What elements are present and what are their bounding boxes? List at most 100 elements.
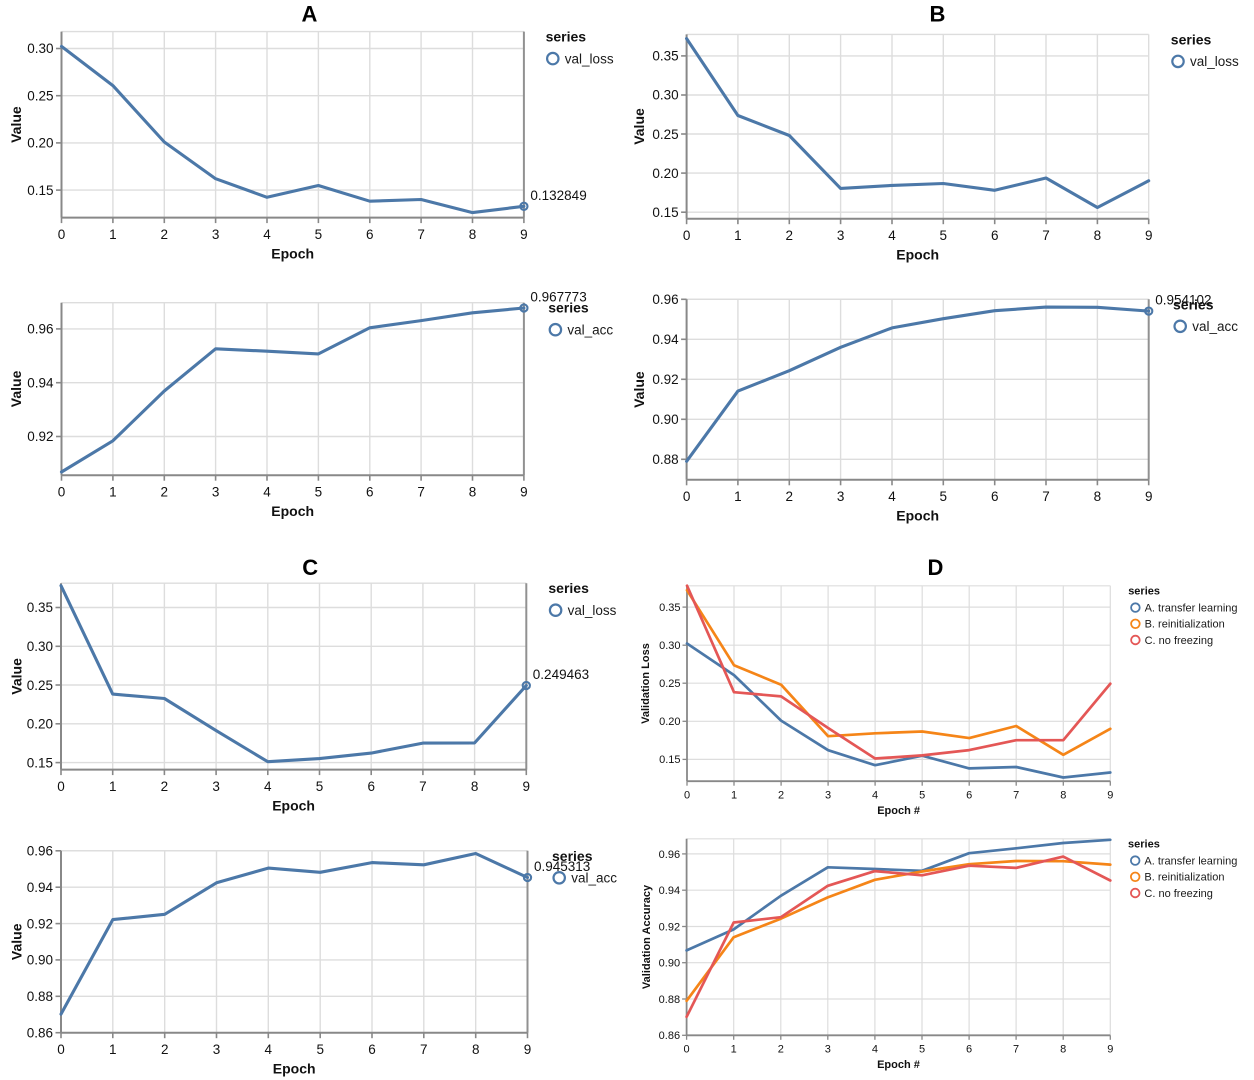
svg-text:0.15: 0.15 — [659, 754, 680, 766]
svg-text:9: 9 — [520, 227, 528, 242]
svg-text:1: 1 — [109, 1042, 117, 1057]
svg-text:6: 6 — [966, 790, 972, 802]
svg-text:1: 1 — [731, 790, 737, 802]
svg-text:val_loss: val_loss — [1190, 54, 1239, 69]
svg-text:0.249463: 0.249463 — [533, 667, 589, 682]
svg-text:4: 4 — [888, 489, 896, 504]
svg-text:D: D — [927, 555, 943, 580]
svg-text:6: 6 — [966, 1044, 972, 1056]
svg-text:0.25: 0.25 — [659, 678, 680, 690]
svg-text:1: 1 — [734, 228, 742, 243]
svg-text:3: 3 — [212, 779, 220, 794]
svg-text:0.30: 0.30 — [27, 41, 53, 56]
svg-text:3: 3 — [825, 790, 831, 802]
svg-text:0: 0 — [684, 790, 690, 802]
svg-text:8: 8 — [469, 227, 477, 242]
svg-text:Epoch: Epoch — [271, 246, 314, 262]
svg-text:7: 7 — [417, 485, 425, 500]
svg-text:0.30: 0.30 — [652, 88, 678, 103]
svg-text:0.20: 0.20 — [27, 136, 53, 151]
svg-text:0.35: 0.35 — [652, 49, 678, 64]
svg-text:3: 3 — [212, 485, 220, 500]
svg-text:2: 2 — [161, 779, 169, 794]
svg-text:B. reinitialization: B. reinitialization — [1145, 619, 1225, 631]
svg-text:0.92: 0.92 — [659, 921, 680, 933]
svg-text:2: 2 — [161, 1042, 169, 1057]
svg-text:Value: Value — [631, 108, 647, 145]
svg-text:0.25: 0.25 — [652, 127, 678, 142]
svg-text:0: 0 — [58, 227, 66, 242]
svg-text:C: C — [302, 555, 318, 580]
svg-text:7: 7 — [417, 227, 425, 242]
svg-text:series: series — [548, 580, 589, 596]
svg-text:8: 8 — [471, 779, 479, 794]
svg-text:3: 3 — [212, 227, 220, 242]
svg-text:series: series — [1173, 296, 1214, 312]
svg-text:0.96: 0.96 — [652, 292, 678, 307]
svg-text:0: 0 — [57, 779, 65, 794]
svg-text:9: 9 — [520, 485, 528, 500]
svg-text:Epoch #: Epoch # — [877, 805, 920, 817]
svg-text:2: 2 — [786, 228, 794, 243]
svg-text:8: 8 — [472, 1042, 480, 1057]
svg-text:C. no freezing: C. no freezing — [1145, 635, 1213, 647]
svg-text:Value: Value — [9, 658, 25, 695]
svg-text:8: 8 — [1060, 1044, 1066, 1056]
svg-text:5: 5 — [940, 489, 948, 504]
svg-text:0.94: 0.94 — [659, 885, 680, 897]
svg-text:4: 4 — [263, 485, 271, 500]
svg-text:5: 5 — [315, 485, 323, 500]
svg-text:0.20: 0.20 — [652, 166, 678, 181]
svg-text:0.20: 0.20 — [659, 716, 680, 728]
svg-text:8: 8 — [469, 485, 477, 500]
svg-text:3: 3 — [837, 228, 845, 243]
svg-text:0: 0 — [57, 1042, 65, 1057]
svg-text:series: series — [548, 300, 589, 316]
svg-text:0.88: 0.88 — [27, 989, 53, 1004]
svg-text:3: 3 — [825, 1044, 831, 1056]
svg-text:Validation Loss: Validation Loss — [640, 643, 652, 724]
svg-text:8: 8 — [1060, 790, 1066, 802]
svg-text:0.88: 0.88 — [659, 994, 680, 1006]
svg-text:4: 4 — [265, 1042, 273, 1057]
svg-text:0.15: 0.15 — [27, 755, 53, 770]
svg-text:0.96: 0.96 — [659, 849, 680, 861]
svg-text:7: 7 — [420, 1042, 428, 1057]
svg-text:0.90: 0.90 — [27, 953, 53, 968]
svg-text:0.30: 0.30 — [27, 639, 53, 654]
svg-text:Epoch: Epoch — [272, 798, 315, 814]
svg-text:4: 4 — [263, 227, 271, 242]
svg-text:A. transfer learning: A. transfer learning — [1144, 855, 1237, 867]
svg-text:1: 1 — [731, 1044, 737, 1056]
svg-text:7: 7 — [1013, 1044, 1019, 1056]
svg-text:Value: Value — [631, 371, 647, 408]
svg-text:0.15: 0.15 — [27, 183, 53, 198]
svg-text:6: 6 — [991, 228, 999, 243]
svg-text:0.96: 0.96 — [27, 844, 53, 859]
svg-text:5: 5 — [919, 790, 925, 802]
svg-text:1: 1 — [734, 489, 742, 504]
svg-text:2: 2 — [778, 790, 784, 802]
svg-text:0.94: 0.94 — [652, 332, 679, 347]
svg-text:0.92: 0.92 — [27, 916, 53, 931]
svg-text:0: 0 — [683, 489, 691, 504]
svg-text:0.88: 0.88 — [652, 452, 678, 467]
svg-text:Value: Value — [8, 370, 24, 407]
svg-text:6: 6 — [367, 779, 375, 794]
svg-text:0.90: 0.90 — [659, 958, 680, 970]
svg-text:0.132849: 0.132849 — [530, 188, 586, 203]
svg-text:6: 6 — [366, 485, 374, 500]
svg-text:9: 9 — [1145, 489, 1153, 504]
svg-text:Epoch #: Epoch # — [877, 1059, 920, 1071]
svg-text:7: 7 — [419, 779, 427, 794]
svg-text:6: 6 — [366, 227, 374, 242]
svg-text:B: B — [929, 2, 945, 27]
svg-text:B. reinitialization: B. reinitialization — [1144, 872, 1224, 884]
svg-text:Epoch: Epoch — [271, 503, 314, 519]
svg-text:0.86: 0.86 — [659, 1030, 680, 1042]
svg-text:5: 5 — [316, 779, 324, 794]
svg-text:0.90: 0.90 — [652, 412, 678, 427]
svg-text:9: 9 — [524, 1042, 532, 1057]
svg-text:0.35: 0.35 — [27, 600, 53, 615]
svg-text:0.20: 0.20 — [27, 717, 53, 732]
